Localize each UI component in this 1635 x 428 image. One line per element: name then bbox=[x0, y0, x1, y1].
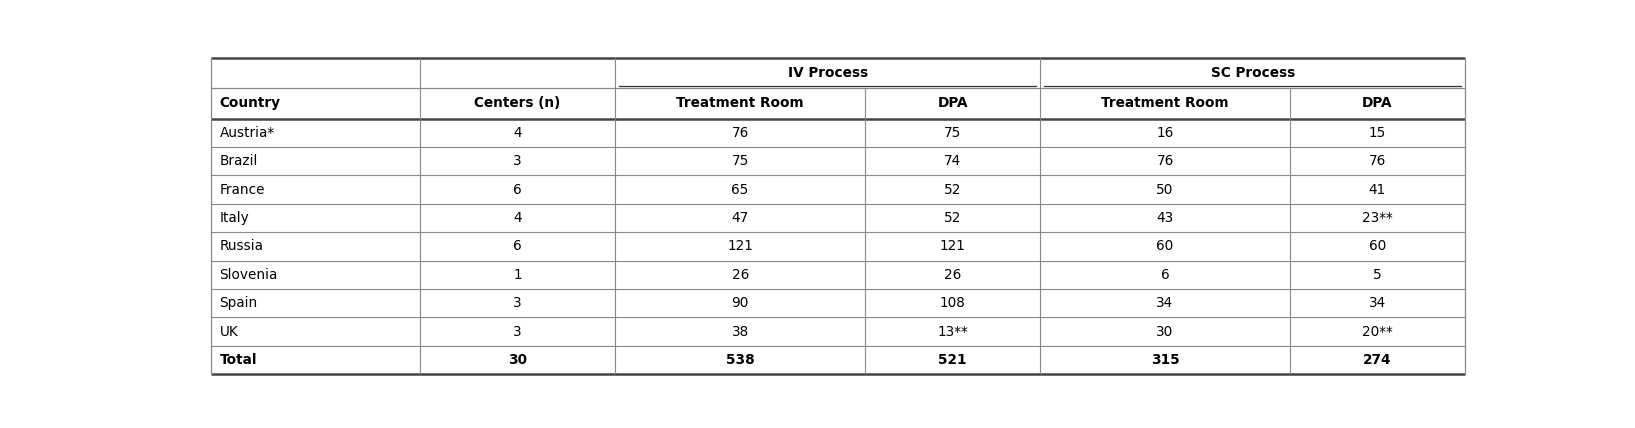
Text: 90: 90 bbox=[731, 296, 749, 310]
Text: 108: 108 bbox=[940, 296, 966, 310]
Text: 26: 26 bbox=[731, 268, 749, 282]
Text: 52: 52 bbox=[943, 211, 961, 225]
Text: Total: Total bbox=[219, 353, 257, 367]
Text: 75: 75 bbox=[731, 154, 749, 168]
Text: 76: 76 bbox=[1156, 154, 1174, 168]
Text: Country: Country bbox=[219, 96, 281, 110]
Text: 52: 52 bbox=[943, 183, 961, 196]
Text: 121: 121 bbox=[728, 239, 754, 253]
Text: 315: 315 bbox=[1151, 353, 1179, 367]
Text: 65: 65 bbox=[731, 183, 749, 196]
Text: 30: 30 bbox=[508, 353, 526, 367]
Text: 74: 74 bbox=[943, 154, 961, 168]
Text: 50: 50 bbox=[1156, 183, 1174, 196]
Text: 60: 60 bbox=[1368, 239, 1386, 253]
Text: 34: 34 bbox=[1368, 296, 1386, 310]
Text: DPA: DPA bbox=[937, 96, 968, 110]
Text: 121: 121 bbox=[940, 239, 966, 253]
Text: 274: 274 bbox=[1364, 353, 1391, 367]
Text: UK: UK bbox=[219, 325, 239, 339]
Text: France: France bbox=[219, 183, 265, 196]
Text: 5: 5 bbox=[1373, 268, 1382, 282]
Text: 521: 521 bbox=[938, 353, 966, 367]
Text: 43: 43 bbox=[1156, 211, 1174, 225]
Text: Spain: Spain bbox=[219, 296, 258, 310]
Text: 16: 16 bbox=[1156, 126, 1174, 140]
Text: 538: 538 bbox=[726, 353, 754, 367]
Text: 4: 4 bbox=[513, 211, 522, 225]
Text: 13**: 13** bbox=[937, 325, 968, 339]
Text: 15: 15 bbox=[1368, 126, 1386, 140]
Text: 6: 6 bbox=[513, 239, 522, 253]
Text: 47: 47 bbox=[731, 211, 749, 225]
Text: 38: 38 bbox=[731, 325, 749, 339]
Text: 3: 3 bbox=[513, 296, 522, 310]
Text: SC Process: SC Process bbox=[1210, 66, 1295, 80]
Text: Slovenia: Slovenia bbox=[219, 268, 278, 282]
Text: 4: 4 bbox=[513, 126, 522, 140]
Text: 1: 1 bbox=[513, 268, 522, 282]
Text: 34: 34 bbox=[1156, 296, 1174, 310]
Text: 60: 60 bbox=[1156, 239, 1174, 253]
Text: 6: 6 bbox=[513, 183, 522, 196]
Text: IV Process: IV Process bbox=[788, 66, 868, 80]
Text: Brazil: Brazil bbox=[219, 154, 258, 168]
Text: Austria*: Austria* bbox=[219, 126, 275, 140]
Text: 6: 6 bbox=[1161, 268, 1169, 282]
Text: 30: 30 bbox=[1156, 325, 1174, 339]
Text: Centers (n): Centers (n) bbox=[474, 96, 561, 110]
Text: Treatment Room: Treatment Room bbox=[1102, 96, 1230, 110]
Text: Italy: Italy bbox=[219, 211, 249, 225]
Text: 3: 3 bbox=[513, 325, 522, 339]
Text: 76: 76 bbox=[731, 126, 749, 140]
Text: Russia: Russia bbox=[219, 239, 263, 253]
Text: 75: 75 bbox=[943, 126, 961, 140]
Text: 76: 76 bbox=[1368, 154, 1386, 168]
Text: 3: 3 bbox=[513, 154, 522, 168]
Text: DPA: DPA bbox=[1362, 96, 1393, 110]
Text: 26: 26 bbox=[943, 268, 961, 282]
Text: 23**: 23** bbox=[1362, 211, 1393, 225]
Text: 41: 41 bbox=[1368, 183, 1386, 196]
Text: 20**: 20** bbox=[1362, 325, 1393, 339]
Text: Treatment Room: Treatment Room bbox=[677, 96, 804, 110]
